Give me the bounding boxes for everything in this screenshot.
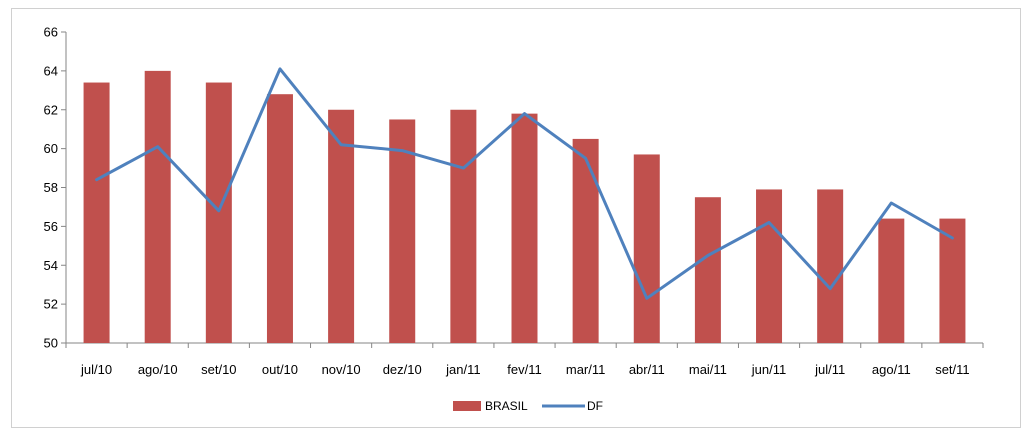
legend-label-df: DF (587, 399, 603, 413)
x-tick-label: mai/11 (689, 362, 727, 377)
y-tick-label: 62 (44, 102, 58, 117)
legend-label-brasil: BRASIL (485, 399, 528, 413)
y-tick-label: 52 (44, 297, 58, 312)
y-tick-label: 50 (44, 336, 58, 351)
x-tick-label: abr/11 (629, 362, 665, 377)
x-axis-ticks: jul/10 ago/10 set/10 out/10 nov/10 dez/10 jan/… (66, 343, 983, 377)
bar-brasil-ago-10 (145, 71, 171, 343)
x-tick-label: set/10 (201, 362, 236, 377)
bar-brasil-ago-11 (878, 219, 904, 343)
legend-swatch-brasil (453, 401, 481, 411)
x-tick-label: set/11 (935, 362, 969, 377)
bar-brasil-abr-11 (634, 154, 660, 343)
bar-brasil-jan-11 (450, 110, 476, 343)
y-axis-ticks: 50 52 54 56 58 60 62 64 66 (44, 25, 66, 351)
y-tick-label: 64 (44, 63, 58, 78)
y-tick-label: 60 (44, 141, 58, 156)
x-tick-label: jun/11 (751, 362, 786, 377)
x-tick-label: out/10 (262, 362, 298, 377)
bar-brasil-mar-11 (573, 139, 599, 343)
x-tick-label: ago/11 (872, 362, 911, 377)
bar-brasil-set-10 (206, 83, 232, 343)
x-tick-label: dez/10 (383, 362, 422, 377)
bar-brasil-out-10 (267, 94, 293, 343)
x-tick-label: nov/10 (322, 362, 361, 377)
bar-brasil-jul-10 (84, 83, 110, 343)
y-tick-label: 58 (44, 180, 58, 195)
bar-brasil-fev-11 (512, 114, 538, 343)
x-tick-label: jan/11 (445, 362, 480, 377)
x-tick-label: jul/10 (80, 362, 112, 377)
y-tick-label: 56 (44, 219, 58, 234)
x-tick-label: jul/11 (814, 362, 845, 377)
bar-brasil-mai-11 (695, 197, 721, 343)
x-tick-label: ago/10 (138, 362, 178, 377)
legend: BRASIL DF (453, 399, 603, 413)
x-tick-label: fev/11 (507, 362, 541, 377)
x-tick-label: mar/11 (566, 362, 606, 377)
y-tick-label: 66 (44, 25, 58, 40)
bar-brasil-jun-11 (756, 189, 782, 343)
bar-brasil-jul-11 (817, 189, 843, 343)
y-tick-label: 54 (44, 258, 58, 273)
